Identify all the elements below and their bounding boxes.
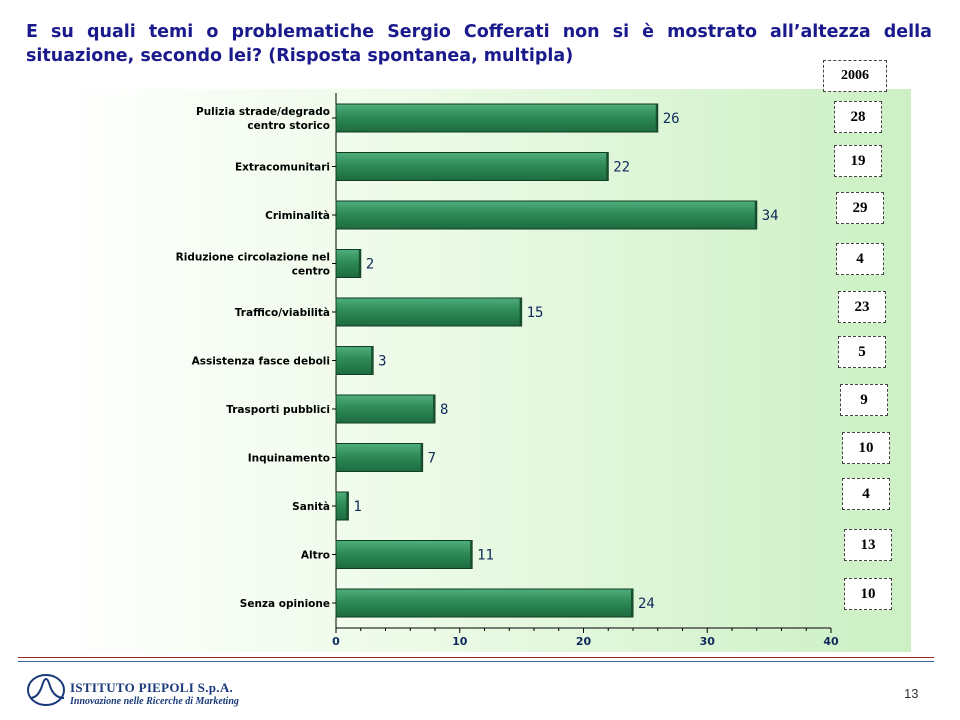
bar-edge: [655, 104, 658, 132]
bar: [335, 346, 374, 375]
bar-edge: [470, 540, 473, 569]
data-label: 3: [378, 354, 386, 370]
bar: [335, 249, 362, 278]
bar-edge: [346, 492, 349, 520]
bar-chart: 0 10 20 30 40 26 Pulizia strade/degrado centro …: [176, 93, 839, 648]
bar-edge: [420, 443, 423, 472]
category-label: Pulizia strade/degrado: [196, 106, 330, 118]
category-label: Traffico/viabilità: [235, 307, 330, 319]
data-label: 34: [762, 208, 779, 224]
data-label: 2: [366, 257, 374, 273]
bar: [335, 200, 758, 230]
company-name: ISTITUTO PIEPOLI S.p.A.: [70, 680, 234, 695]
category-label: Extracomunitari: [235, 162, 330, 174]
comparison-value-box: 23: [838, 291, 886, 323]
data-label: 8: [440, 402, 448, 418]
category-label: Sanità: [292, 501, 330, 513]
data-label: 1: [353, 499, 361, 515]
slide-title: E su quali temi o problematiche Sergio C…: [26, 22, 932, 66]
bar-edge: [371, 346, 374, 375]
category-label: Inquinamento: [248, 453, 330, 465]
comparison-value-box: 29: [836, 192, 884, 224]
category-label: Trasporti pubblici: [226, 404, 330, 416]
comparison-value-box: 10: [842, 432, 890, 464]
comparison-value-box: 9: [840, 384, 888, 416]
bar-edge: [519, 298, 522, 326]
bar-edge: [433, 395, 435, 423]
x-tick-label: 40: [823, 635, 839, 648]
piepoli-logo-icon: [27, 674, 65, 706]
bar: [335, 588, 634, 618]
bar: [335, 443, 424, 472]
category-label: Criminalità: [265, 210, 330, 222]
comparison-value-box: 5: [838, 336, 886, 368]
footer-divider-red: [18, 657, 934, 658]
footer-divider-blue: [18, 661, 934, 662]
data-label: 22: [613, 160, 630, 176]
chart-panel: 0 10 20 30 40 26 Pulizia strade/degrado centro …: [51, 89, 911, 652]
comparison-value-box: 4: [836, 243, 884, 275]
bar-edge: [606, 152, 609, 181]
data-label: 7: [428, 451, 436, 467]
category-label: centro: [292, 266, 330, 278]
data-label: 24: [638, 596, 655, 612]
x-tick-label: 10: [452, 635, 468, 648]
category-label: Senza opinione: [240, 598, 330, 610]
comparison-value-box: 10: [844, 578, 892, 610]
bar: [335, 103, 659, 133]
bar-edge: [631, 589, 633, 617]
category-label: Riduzione circolazione nel: [176, 252, 330, 264]
category-label: Altro: [301, 550, 330, 562]
company-tagline: Innovazione nelle Ricerche di Marketing: [70, 696, 239, 707]
bar-edge: [358, 249, 361, 278]
bar: [335, 152, 609, 181]
bar: [335, 540, 473, 569]
comparison-value-box: 19: [834, 145, 882, 177]
category-label: centro storico: [247, 120, 330, 132]
data-label: 15: [527, 305, 544, 321]
x-tick-label: 30: [700, 635, 716, 648]
bar: [335, 297, 523, 327]
comparison-year-header: 2006: [823, 60, 887, 92]
data-label: 11: [477, 548, 494, 564]
comparison-value-box: 4: [842, 478, 890, 510]
bar: [335, 394, 436, 424]
x-tick-label: 20: [576, 635, 592, 648]
bar-edge: [754, 201, 757, 229]
comparison-value-box: 28: [834, 101, 882, 133]
page-number: 13: [904, 686, 919, 701]
data-label: 26: [663, 111, 680, 127]
comparison-value-box: 13: [844, 529, 892, 561]
x-tick-label: 0: [332, 635, 340, 648]
category-label: Assistenza fasce deboli: [192, 356, 330, 368]
